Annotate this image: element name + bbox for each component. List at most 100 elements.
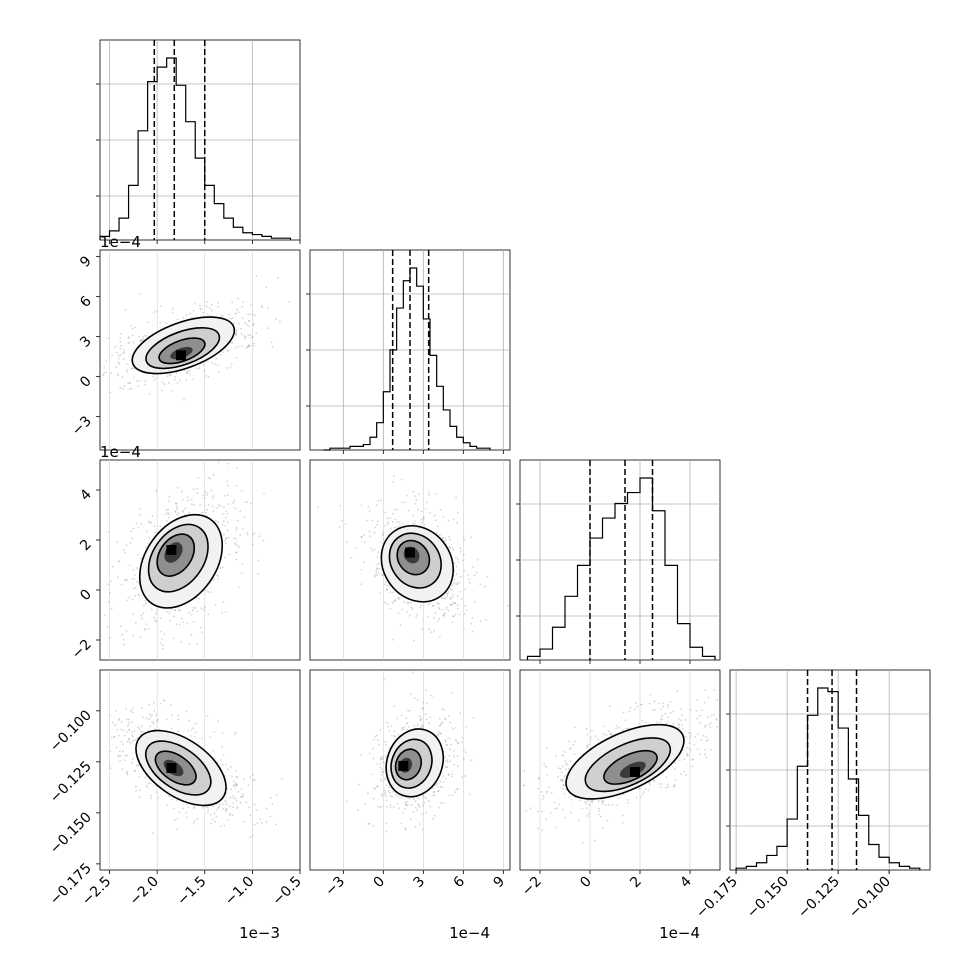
scatter-point bbox=[603, 725, 606, 728]
scatter-point bbox=[140, 730, 143, 733]
scatter-point bbox=[432, 605, 434, 608]
scatter-point bbox=[471, 616, 474, 619]
scatter-point bbox=[226, 521, 229, 524]
scatter-point bbox=[586, 815, 588, 817]
scatter-point bbox=[144, 383, 146, 386]
scatter-point bbox=[140, 339, 143, 342]
scatter-point bbox=[246, 345, 249, 348]
scatter-point bbox=[622, 711, 625, 714]
scatter-point bbox=[139, 636, 142, 638]
scatter-point bbox=[428, 722, 430, 725]
scatter-point bbox=[221, 512, 224, 515]
scatter-point bbox=[233, 784, 235, 787]
scatter-point bbox=[679, 759, 681, 762]
scatter-point bbox=[406, 611, 409, 613]
scatter-point bbox=[607, 803, 610, 806]
scatter-point bbox=[372, 797, 375, 800]
scatter-point bbox=[677, 723, 680, 726]
scatter-point bbox=[140, 725, 143, 728]
scatter-point bbox=[451, 773, 454, 776]
scatter-point bbox=[180, 490, 183, 493]
scatter-point bbox=[172, 307, 174, 310]
scatter-point bbox=[444, 739, 447, 742]
scatter-point bbox=[219, 759, 222, 761]
scatter-point bbox=[703, 701, 706, 704]
scatter-point bbox=[172, 637, 175, 640]
scatter-point bbox=[399, 797, 401, 799]
scatter-point bbox=[453, 578, 456, 581]
density-peak bbox=[166, 763, 177, 773]
scatter-point bbox=[407, 509, 410, 512]
scatter-point bbox=[232, 797, 235, 799]
scatter-point bbox=[696, 717, 699, 720]
scatter-point bbox=[420, 510, 423, 513]
scatter-point bbox=[135, 522, 138, 525]
scatter-point bbox=[458, 613, 460, 616]
scatter-point bbox=[170, 727, 173, 730]
scatter-point bbox=[376, 556, 379, 558]
scatter-point bbox=[610, 733, 613, 736]
scatter-point bbox=[232, 806, 234, 808]
scatter-point bbox=[221, 731, 224, 734]
scatter-point bbox=[221, 803, 224, 806]
density-peak bbox=[398, 760, 409, 771]
scatter-point bbox=[132, 736, 134, 738]
scatter-point bbox=[153, 311, 156, 313]
scatter-point bbox=[562, 754, 564, 757]
scatter-point bbox=[257, 559, 260, 562]
scatter-point bbox=[713, 713, 715, 716]
scatter-point bbox=[451, 546, 454, 549]
scatter-point bbox=[387, 521, 389, 524]
scatter-point bbox=[225, 763, 228, 766]
scatter-point bbox=[120, 583, 123, 586]
scatter-point bbox=[445, 740, 447, 743]
scatter-point bbox=[697, 733, 699, 736]
scatter-point bbox=[234, 543, 237, 546]
scatter-point bbox=[235, 552, 238, 554]
scatter-point bbox=[382, 771, 385, 773]
scatter-point bbox=[132, 588, 135, 590]
scatter-point bbox=[601, 802, 604, 805]
scatter-point bbox=[252, 324, 255, 327]
scatter-point bbox=[401, 501, 404, 504]
scatter-point bbox=[698, 721, 701, 724]
scatter-point bbox=[221, 764, 224, 766]
scatter-point bbox=[244, 321, 247, 324]
scatter-point bbox=[447, 774, 450, 777]
scatter-point bbox=[451, 596, 454, 598]
scatter-point bbox=[704, 753, 706, 755]
scatter-point bbox=[107, 337, 109, 340]
scatter-point bbox=[463, 553, 465, 556]
scatter-point bbox=[155, 489, 158, 492]
scatter-point bbox=[443, 709, 446, 711]
scatter-point bbox=[122, 548, 125, 551]
scatter-point bbox=[664, 712, 667, 715]
scatter-point bbox=[121, 741, 123, 743]
scatter-point bbox=[540, 791, 543, 793]
scatter-point bbox=[374, 526, 377, 529]
scatter-point bbox=[219, 353, 222, 356]
scatter-point bbox=[168, 495, 171, 498]
scatter-point bbox=[130, 731, 133, 733]
scatter-point bbox=[455, 740, 458, 742]
scatter-point bbox=[389, 591, 392, 594]
scatter-point bbox=[144, 776, 147, 779]
y-tick-label: −0.150 bbox=[47, 809, 95, 857]
scatter-point bbox=[387, 726, 389, 728]
scatter-point bbox=[399, 624, 402, 626]
scatter-point bbox=[227, 484, 230, 487]
scatter-point bbox=[416, 724, 419, 726]
scatter-point bbox=[473, 574, 476, 577]
scatter-point bbox=[271, 345, 274, 348]
scatter-point bbox=[138, 594, 141, 597]
scatter-point bbox=[706, 739, 709, 741]
scatter-point bbox=[379, 766, 382, 769]
scatter-point bbox=[149, 715, 152, 718]
scatter-point bbox=[209, 477, 212, 480]
scatter-point bbox=[676, 690, 679, 693]
scatter-point bbox=[175, 502, 177, 505]
scatter-point bbox=[156, 609, 159, 611]
scatter-point bbox=[569, 760, 572, 763]
scatter-point bbox=[191, 609, 194, 612]
scatter-point bbox=[131, 707, 134, 710]
